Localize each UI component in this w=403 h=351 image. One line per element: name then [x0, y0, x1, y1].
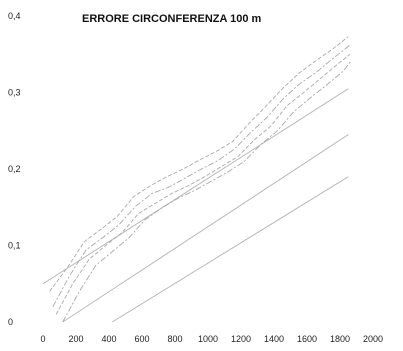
y-tick-label: 0,3: [8, 88, 21, 98]
x-tick-label: 1200: [231, 334, 251, 344]
x-tick-label: 1400: [264, 334, 284, 344]
series-line: [112, 176, 349, 323]
x-tick-label: 0: [40, 334, 45, 344]
x-tick-label: 1600: [297, 334, 317, 344]
x-tick-label: 2000: [363, 334, 383, 344]
series-line: [42, 88, 349, 285]
series-line: [49, 36, 349, 292]
series-line: [62, 60, 352, 323]
y-tick-label: 0,4: [8, 11, 21, 21]
x-tick-label: 1800: [330, 334, 350, 344]
x-tick-label: 600: [134, 334, 149, 344]
x-tick-label: 1000: [198, 334, 218, 344]
series-lines: [42, 36, 352, 323]
y-tick-labels: 0 0,1 0,2 0,3 0,4: [8, 11, 21, 327]
series-line: [52, 44, 351, 307]
x-tick-labels: 0 200 400 600 800 1000 1200 1400 1600 1800 2000: [40, 334, 383, 344]
chart-title: ERRORE CIRCONFERENZA 100 m: [82, 13, 262, 25]
series-line: [55, 53, 351, 315]
x-tick-label: 800: [167, 334, 182, 344]
x-tick-label: 200: [68, 334, 83, 344]
y-tick-label: 0,1: [8, 241, 21, 251]
x-tick-label: 400: [101, 334, 116, 344]
y-tick-label: 0,2: [8, 164, 21, 174]
y-tick-label: 0: [8, 317, 13, 327]
series-line: [62, 134, 349, 323]
